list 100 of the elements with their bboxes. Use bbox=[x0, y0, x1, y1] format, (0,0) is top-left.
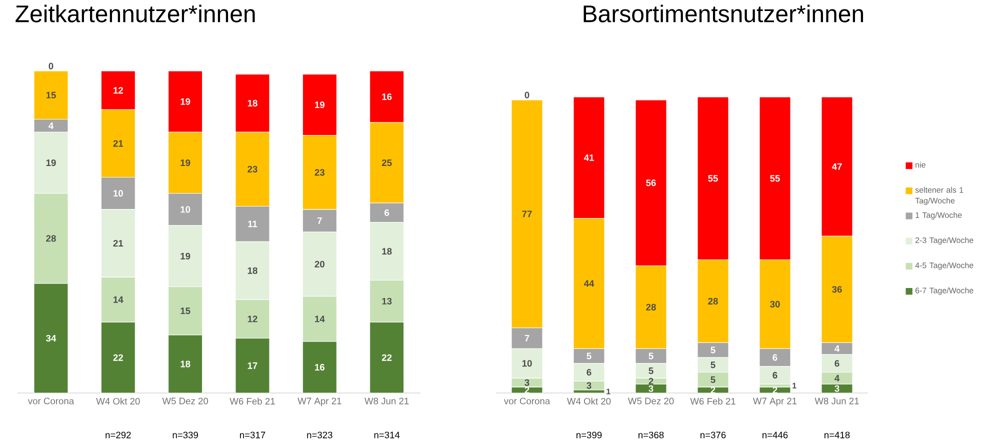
x-tick-label: W8 Jun 21 bbox=[814, 398, 859, 404]
data-label: 14 bbox=[315, 316, 325, 322]
data-label: 6 bbox=[586, 368, 592, 376]
data-label: 28 bbox=[646, 304, 656, 310]
data-label: 5 bbox=[648, 368, 654, 374]
text: n=376 bbox=[700, 432, 726, 438]
legend-label: seltener als 1 Tag/Woche bbox=[915, 186, 964, 206]
x-tick-label: W5 Dez 20 bbox=[162, 398, 208, 404]
x-tick-label: W4 Okt 20 bbox=[96, 398, 140, 405]
data-label: 11 bbox=[248, 220, 258, 228]
chart-title: Zeitkartennutzer*innen bbox=[16, 4, 255, 22]
data-label: 5 bbox=[710, 376, 716, 383]
data-label: 19 bbox=[180, 98, 190, 105]
data-label: 3 bbox=[586, 382, 592, 389]
data-label: 25 bbox=[382, 159, 392, 166]
data-label: 5 bbox=[710, 346, 716, 354]
data-label: 55 bbox=[708, 175, 718, 182]
text: n=317 bbox=[240, 432, 266, 438]
data-label: 44 bbox=[584, 280, 594, 287]
data-label: 2 bbox=[710, 386, 716, 394]
data-label: 21 bbox=[113, 240, 124, 247]
data-label: 6 bbox=[772, 372, 778, 379]
data-label: 12 bbox=[248, 316, 258, 322]
data-label: 77 bbox=[522, 210, 532, 218]
x-tick-label: vor Corona bbox=[504, 398, 550, 404]
data-label: 13 bbox=[382, 298, 392, 305]
data-label: 1 bbox=[792, 382, 796, 388]
data-label: 0 bbox=[48, 62, 54, 70]
data-label: 2 bbox=[772, 386, 778, 394]
data-label: 28 bbox=[708, 298, 718, 305]
data-label: 7 bbox=[317, 218, 322, 224]
data-label: 3 bbox=[834, 385, 840, 392]
data-label: 2 bbox=[524, 386, 530, 394]
data-label: 15 bbox=[180, 308, 190, 314]
data-label: 20 bbox=[314, 260, 324, 268]
text: n=323 bbox=[307, 432, 332, 438]
bar bbox=[759, 386, 791, 394]
x-tick-label: W7 Apr 21 bbox=[298, 398, 342, 406]
data-label: 15 bbox=[46, 92, 56, 98]
text: n=368 bbox=[638, 432, 664, 438]
data-label: 7 bbox=[524, 335, 530, 342]
legend-label: 2-3 Tage/Woche bbox=[915, 237, 974, 245]
data-label: 4 bbox=[834, 374, 840, 382]
data-label: 10 bbox=[180, 206, 190, 213]
x-tick-label: W5 Dez 20 bbox=[628, 398, 674, 404]
legend-label: 4-5 Tage/Woche bbox=[915, 262, 974, 270]
data-label: 6 bbox=[772, 354, 778, 361]
text: n=446 bbox=[762, 432, 788, 438]
data-label: 34 bbox=[46, 334, 56, 342]
data-label: 0 bbox=[524, 92, 530, 98]
x-tick-label: vor Corona bbox=[28, 398, 74, 404]
text: n=339 bbox=[172, 432, 198, 438]
data-label: 4 bbox=[834, 345, 840, 352]
data-label: 30 bbox=[770, 300, 780, 308]
data-label: 5 bbox=[648, 352, 654, 360]
data-label: 10 bbox=[522, 360, 532, 367]
data-label: 22 bbox=[113, 354, 123, 361]
legend-label: nie bbox=[916, 162, 926, 168]
data-label: 18 bbox=[382, 248, 392, 255]
x-tick-label: W6 Feb 21 bbox=[690, 398, 736, 405]
data-label: 16 bbox=[382, 93, 392, 100]
data-label: 16 bbox=[315, 364, 324, 371]
data-label: 5 bbox=[710, 362, 716, 368]
x-tick-label: W8 Jun 21 bbox=[364, 398, 409, 404]
text: n=418 bbox=[824, 432, 850, 438]
data-label: 22 bbox=[382, 354, 392, 361]
data-label: 4 bbox=[48, 122, 54, 129]
data-label: 47 bbox=[832, 163, 842, 170]
text: n=314 bbox=[374, 432, 400, 438]
legend-label: 1 Tag/Woche bbox=[916, 212, 962, 220]
data-label: 2 bbox=[648, 378, 654, 384]
chart-title: Barsortimentsnutzer*innen bbox=[584, 4, 864, 22]
data-label: 3 bbox=[648, 385, 654, 392]
data-label: 6 bbox=[384, 209, 390, 216]
data-label: 14 bbox=[114, 296, 124, 303]
data-label: 1 bbox=[606, 388, 610, 394]
data-label: 23 bbox=[248, 166, 258, 173]
data-label: 18 bbox=[248, 267, 258, 274]
data-label: 41 bbox=[584, 154, 594, 161]
data-label: 23 bbox=[314, 169, 324, 176]
data-label: 55 bbox=[770, 175, 780, 182]
data-label: 56 bbox=[646, 180, 656, 186]
data-label: 6 bbox=[834, 360, 840, 367]
data-label: 19 bbox=[180, 252, 190, 260]
data-label: 28 bbox=[46, 235, 56, 242]
x-tick-label: W4 Okt 20 bbox=[567, 398, 611, 405]
text: n=292 bbox=[106, 432, 131, 438]
data-label: 12 bbox=[114, 87, 123, 94]
data-label: 19 bbox=[46, 159, 56, 166]
data-label: 19 bbox=[180, 159, 190, 166]
x-tick-label: W6 Feb 21 bbox=[230, 398, 275, 405]
data-label: 36 bbox=[832, 286, 842, 293]
legend-label: 6-7 Tage/Woche bbox=[915, 287, 974, 295]
data-label: 3 bbox=[524, 379, 530, 386]
x-tick-label: W7 Apr 21 bbox=[752, 398, 797, 406]
data-label: 18 bbox=[248, 100, 258, 106]
data-label: 5 bbox=[586, 352, 592, 360]
text: n=399 bbox=[576, 432, 602, 438]
data-label: 21 bbox=[113, 140, 124, 147]
data-label: 18 bbox=[180, 360, 190, 368]
